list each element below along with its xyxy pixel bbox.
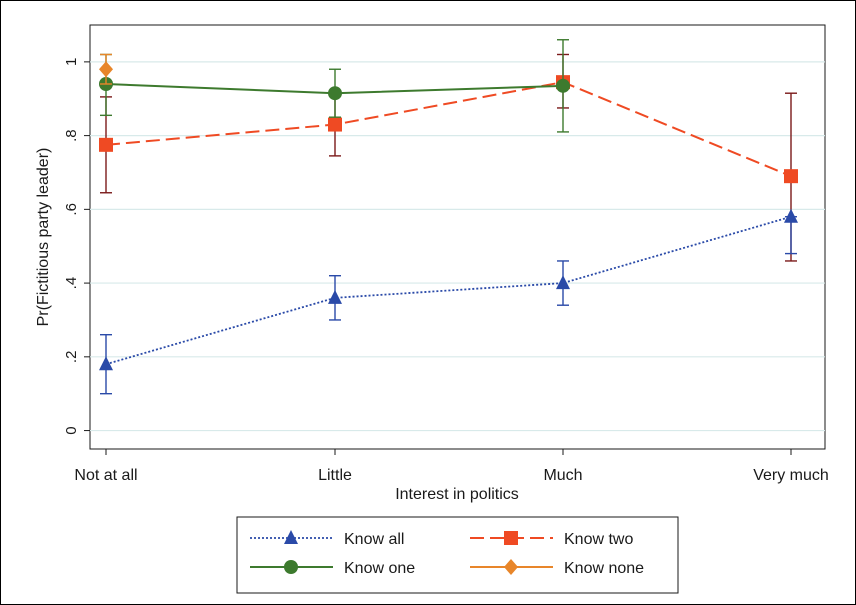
- legend-marker-know-one: [284, 560, 298, 574]
- y-tick-label-5: 1: [63, 58, 80, 66]
- legend-item-know-all: Know all: [250, 530, 404, 548]
- point-know-all-3: [784, 208, 798, 223]
- legend-label-know-all: Know all: [344, 531, 404, 548]
- point-know-all-1: [328, 289, 342, 304]
- y-axis-title: Pr(Fictitious party leader): [35, 148, 52, 327]
- legend-item-know-two: Know two: [470, 531, 633, 548]
- point-know-one-1: [328, 86, 342, 101]
- point-know-all-2: [556, 275, 570, 290]
- legend-item-know-one: Know one: [250, 560, 415, 577]
- legend-marker-know-none: [504, 559, 518, 575]
- legend-label-know-two: Know two: [564, 531, 633, 548]
- series-know-all: [99, 208, 798, 395]
- point-know-one-2: [556, 78, 570, 93]
- legend-marker-know-all: [284, 530, 298, 544]
- legend-label-know-none: Know none: [564, 560, 644, 577]
- series-line-know-two: [105, 81, 792, 178]
- y-tick-label-1: .2: [63, 351, 80, 364]
- y-tick-label-3: .6: [63, 203, 80, 216]
- x-tick-label-2: Much: [543, 467, 582, 484]
- series-line-know-all: [105, 215, 792, 366]
- point-know-two-1: [328, 117, 342, 132]
- point-know-all-0: [99, 356, 113, 371]
- legend-box: [236, 516, 679, 594]
- series-know-one: [99, 39, 570, 133]
- legend-marker-know-two: [504, 531, 518, 545]
- y-tick-label-2: .4: [63, 277, 80, 290]
- legend-label-know-one: Know one: [344, 560, 415, 577]
- point-know-two-3: [784, 169, 798, 184]
- x-tick-label-3: Very much: [753, 467, 829, 484]
- y-tick-label-0: 0: [63, 426, 80, 434]
- point-know-none-0: [99, 61, 113, 78]
- plot-area: [89, 24, 826, 450]
- y-tick-label-4: .8: [63, 129, 80, 142]
- x-axis-title: Interest in politics: [395, 486, 519, 503]
- series-know-none: [99, 53, 113, 85]
- x-tick-label-0: Not at all: [74, 467, 137, 484]
- point-know-two-0: [99, 137, 113, 152]
- x-tick-label-1: Little: [318, 467, 352, 484]
- legend-item-know-none: Know none: [470, 559, 644, 577]
